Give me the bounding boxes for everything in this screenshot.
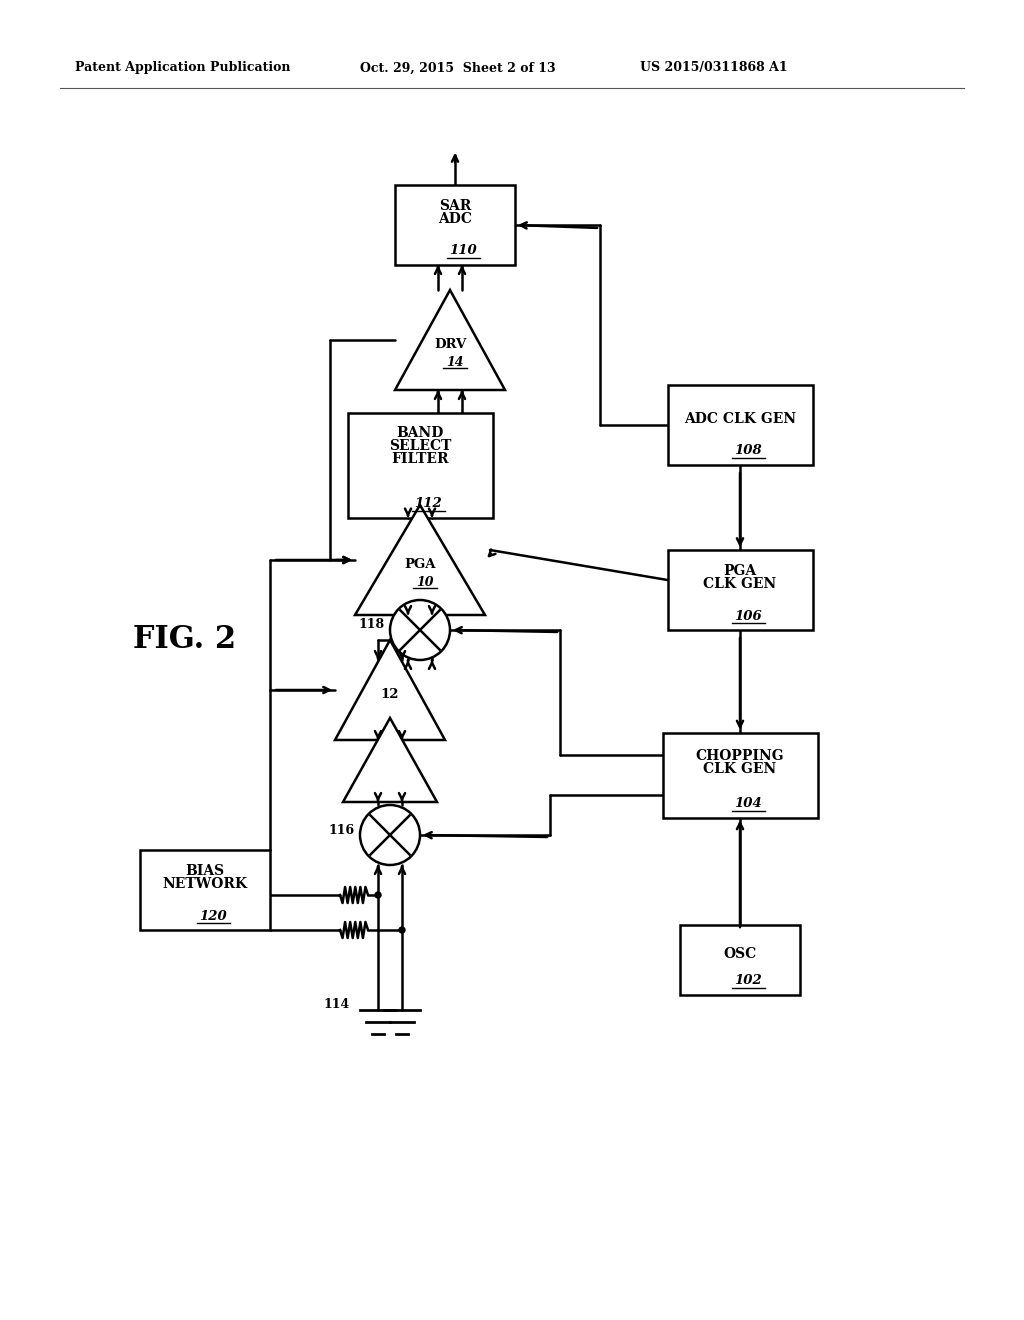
Circle shape	[375, 892, 381, 898]
Bar	[663, 733, 817, 817]
Text: Patent Application Publication: Patent Application Publication	[75, 62, 291, 74]
Text: Oct. 29, 2015  Sheet 2 of 13: Oct. 29, 2015 Sheet 2 of 13	[360, 62, 556, 74]
Bar	[395, 185, 515, 265]
Bar	[668, 550, 812, 630]
Polygon shape	[335, 640, 445, 741]
Circle shape	[360, 805, 420, 865]
Text: 120: 120	[199, 909, 227, 923]
Text: CHOPPING: CHOPPING	[695, 748, 784, 763]
Text: 114: 114	[324, 998, 350, 1011]
Text: 112: 112	[414, 498, 442, 510]
Text: 118: 118	[358, 619, 385, 631]
Text: FIG. 2: FIG. 2	[133, 624, 237, 656]
Text: SAR: SAR	[439, 199, 471, 213]
Text: 110: 110	[450, 244, 477, 257]
Polygon shape	[395, 290, 505, 389]
Bar	[140, 850, 270, 931]
Text: DRV: DRV	[434, 338, 466, 351]
Text: 108: 108	[734, 445, 762, 458]
Text: 102: 102	[734, 974, 762, 987]
Bar	[680, 925, 800, 995]
Text: 14: 14	[446, 355, 464, 368]
Bar	[347, 412, 493, 517]
Text: PGA: PGA	[404, 558, 436, 572]
Text: 106: 106	[734, 610, 762, 623]
Circle shape	[390, 601, 450, 660]
Text: SELECT: SELECT	[389, 440, 452, 453]
Text: US 2015/0311868 A1: US 2015/0311868 A1	[640, 62, 787, 74]
Text: ADC: ADC	[438, 213, 472, 226]
Text: 104: 104	[734, 797, 762, 810]
Text: FILTER: FILTER	[391, 451, 449, 466]
Text: CLK GEN: CLK GEN	[703, 762, 776, 776]
Text: 10: 10	[416, 576, 434, 589]
Text: 12: 12	[381, 689, 399, 701]
Text: BAND: BAND	[396, 426, 443, 440]
Text: PGA: PGA	[723, 564, 757, 578]
Text: NETWORK: NETWORK	[163, 876, 248, 891]
Circle shape	[399, 927, 406, 933]
Text: CLK GEN: CLK GEN	[703, 577, 776, 591]
Text: ADC CLK GEN: ADC CLK GEN	[684, 412, 796, 426]
Polygon shape	[343, 718, 437, 803]
Bar	[668, 385, 812, 465]
Text: 116: 116	[329, 824, 355, 837]
Text: BIAS: BIAS	[185, 865, 224, 878]
Polygon shape	[355, 506, 485, 615]
Text: OSC: OSC	[723, 946, 757, 961]
